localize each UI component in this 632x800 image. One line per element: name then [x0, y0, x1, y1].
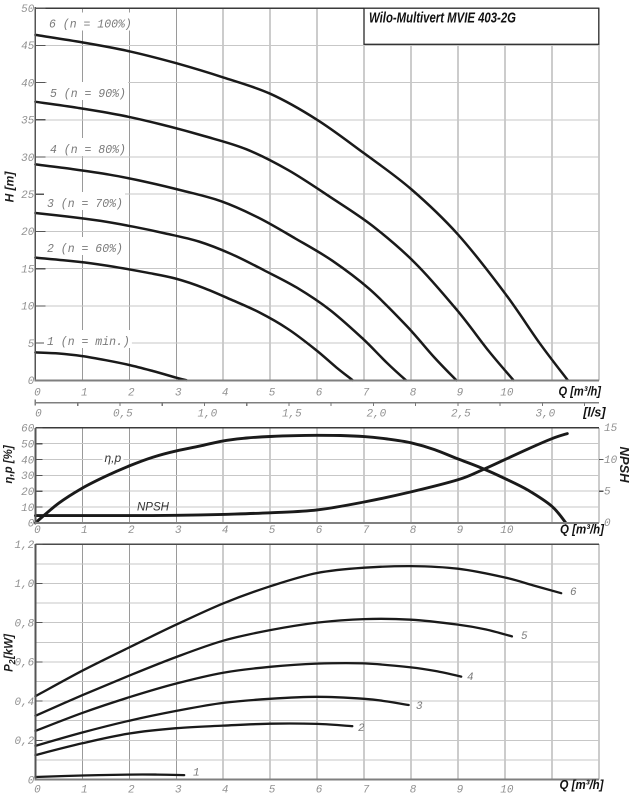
svg-text:6: 6 — [316, 525, 323, 537]
svg-text:4: 4 — [467, 672, 474, 684]
svg-text:2: 2 — [128, 525, 135, 537]
svg-text:8: 8 — [410, 525, 417, 537]
svg-text:10: 10 — [21, 302, 35, 314]
svg-text:4: 4 — [222, 387, 229, 399]
svg-text:Q [m³/h]: Q [m³/h] — [559, 384, 602, 398]
svg-text:15: 15 — [21, 265, 35, 277]
svg-text:10: 10 — [500, 525, 514, 537]
svg-text:3,0: 3,0 — [535, 409, 555, 421]
svg-text:Wilo-Multivert MVIE 403-2G: Wilo-Multivert MVIE 403-2G — [369, 10, 516, 27]
svg-text:6 (n = 100%): 6 (n = 100%) — [49, 19, 132, 32]
svg-text:η,p: η,p — [105, 451, 122, 465]
svg-text:20: 20 — [21, 487, 35, 499]
svg-text:0,2: 0,2 — [14, 736, 34, 748]
svg-text:3: 3 — [416, 701, 423, 713]
svg-text:0: 0 — [28, 775, 35, 787]
svg-text:5: 5 — [269, 525, 276, 537]
svg-text:3: 3 — [175, 387, 182, 399]
svg-text:1: 1 — [81, 525, 88, 537]
svg-text:9: 9 — [457, 387, 464, 399]
svg-text:8: 8 — [410, 785, 417, 797]
svg-text:7: 7 — [363, 387, 370, 399]
svg-text:5: 5 — [269, 387, 276, 399]
svg-text:0: 0 — [604, 518, 611, 530]
svg-text:5: 5 — [521, 631, 528, 643]
svg-text:1 (n = min.): 1 (n = min.) — [47, 336, 130, 349]
svg-text:0: 0 — [28, 376, 35, 388]
svg-text:2,0: 2,0 — [366, 409, 386, 421]
svg-text:0,4: 0,4 — [14, 697, 34, 709]
svg-text:1: 1 — [81, 785, 88, 797]
svg-text:9: 9 — [457, 525, 464, 537]
svg-text:40: 40 — [21, 455, 35, 467]
svg-text:1,5: 1,5 — [282, 409, 302, 421]
svg-text:30: 30 — [21, 471, 35, 483]
svg-text:3: 3 — [175, 785, 182, 797]
svg-text:40: 40 — [21, 78, 35, 90]
svg-text:1,2: 1,2 — [14, 540, 34, 552]
svg-text:45: 45 — [21, 41, 35, 53]
svg-text:[l/s]: [l/s] — [582, 406, 606, 420]
svg-text:30: 30 — [21, 153, 35, 165]
svg-text:NPSH: NPSH — [137, 502, 170, 514]
svg-text:η,p [%]: η,p [%] — [3, 444, 15, 483]
svg-text:H [m]: H [m] — [3, 171, 17, 203]
svg-text:8: 8 — [410, 387, 417, 399]
svg-text:60: 60 — [21, 424, 35, 436]
svg-text:7: 7 — [363, 785, 370, 797]
svg-text:5: 5 — [28, 339, 35, 351]
svg-text:10: 10 — [604, 455, 618, 467]
svg-text:9: 9 — [457, 785, 464, 797]
svg-text:2 (n = 60%): 2 (n = 60%) — [47, 243, 123, 256]
svg-text:3 (n = 70%): 3 (n = 70%) — [47, 198, 123, 211]
svg-text:5: 5 — [604, 486, 611, 498]
svg-text:10: 10 — [500, 387, 514, 399]
svg-text:0,6: 0,6 — [14, 658, 34, 670]
svg-text:2: 2 — [128, 387, 135, 399]
svg-text:35: 35 — [21, 116, 35, 128]
svg-text:20: 20 — [21, 227, 35, 239]
svg-text:Q [m³/h]: Q [m³/h] — [560, 523, 605, 537]
svg-text:50: 50 — [21, 4, 35, 16]
svg-text:10: 10 — [21, 503, 35, 515]
svg-text:0: 0 — [34, 785, 41, 797]
svg-text:1: 1 — [81, 387, 88, 399]
svg-text:2: 2 — [358, 723, 365, 735]
svg-text:25: 25 — [21, 190, 35, 202]
svg-text:Q [m³/h]: Q [m³/h] — [560, 778, 605, 792]
svg-text:2: 2 — [128, 785, 135, 797]
svg-text:1,0: 1,0 — [14, 579, 34, 591]
svg-text:6: 6 — [316, 785, 323, 797]
svg-text:2,5: 2,5 — [451, 409, 471, 421]
svg-text:0: 0 — [35, 409, 42, 421]
svg-text:0,8: 0,8 — [14, 618, 34, 630]
svg-text:50: 50 — [21, 440, 35, 452]
svg-text:15: 15 — [604, 423, 618, 435]
svg-text:5: 5 — [269, 785, 276, 797]
svg-text:0: 0 — [34, 387, 41, 399]
svg-text:0: 0 — [28, 519, 35, 531]
svg-text:7: 7 — [363, 525, 370, 537]
svg-text:4 (n = 80%): 4 (n = 80%) — [50, 144, 126, 157]
svg-text:1,0: 1,0 — [197, 409, 217, 421]
svg-text:0,5: 0,5 — [113, 409, 133, 421]
svg-text:6: 6 — [316, 387, 323, 399]
svg-text:P2[kW]: P2[kW] — [4, 633, 18, 672]
svg-text:10: 10 — [500, 785, 514, 797]
svg-text:1: 1 — [193, 768, 200, 780]
svg-text:3: 3 — [175, 525, 182, 537]
svg-text:5 (n = 90%): 5 (n = 90%) — [50, 88, 126, 101]
svg-text:NPSH: NPSH — [617, 446, 632, 483]
svg-text:6: 6 — [570, 587, 577, 599]
svg-text:4: 4 — [222, 785, 229, 797]
svg-text:4: 4 — [222, 525, 229, 537]
svg-text:0: 0 — [34, 525, 41, 537]
